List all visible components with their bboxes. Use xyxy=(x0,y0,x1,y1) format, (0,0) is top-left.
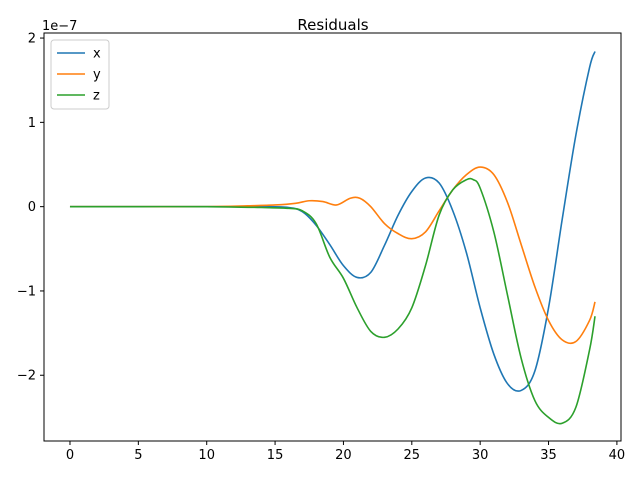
axes: 0 5 10 15 20 25 30 35 40 −2 −1 0 1 2 xyxy=(17,32,625,463)
x-tick-label: 5 xyxy=(134,448,142,463)
plot-background xyxy=(44,33,621,441)
series-layer xyxy=(69,51,596,425)
chart-title: Residuals xyxy=(297,16,368,34)
y-scale-label: 1e−7 xyxy=(42,19,77,34)
y-tick-label: 1 xyxy=(28,116,36,131)
plot-area xyxy=(44,33,621,441)
y-tick-label: 0 xyxy=(28,200,36,215)
legend-label-z: z xyxy=(93,89,100,104)
y-tick-label: −1 xyxy=(17,284,36,299)
x-tick-label: 20 xyxy=(335,448,352,463)
x-tick-label: 15 xyxy=(267,448,284,463)
legend-label-x: x xyxy=(93,47,101,62)
axes-frame xyxy=(43,32,622,442)
y-tick-label: −2 xyxy=(17,369,36,384)
legend: xyz xyxy=(50,39,110,110)
x-tick-label: 30 xyxy=(472,448,489,463)
x-tick-label: 40 xyxy=(609,448,626,463)
x-tick-label: 10 xyxy=(198,448,215,463)
y-tick-label: 2 xyxy=(28,32,36,47)
x-tick-label: 25 xyxy=(404,448,421,463)
series-line-z xyxy=(69,177,596,425)
series-line-y xyxy=(69,166,596,345)
x-tick-label: 0 xyxy=(66,448,74,463)
x-tick-label: 35 xyxy=(540,448,557,463)
legend-label-y: y xyxy=(93,68,101,83)
